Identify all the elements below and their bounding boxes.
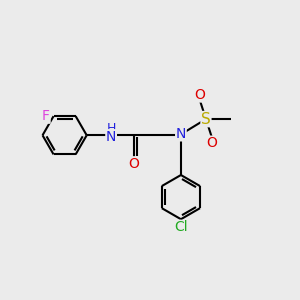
Text: N: N: [106, 130, 116, 144]
Text: Cl: Cl: [174, 220, 188, 234]
Text: S: S: [201, 112, 211, 127]
Text: O: O: [128, 157, 139, 171]
Text: O: O: [206, 136, 217, 150]
Text: H: H: [106, 122, 116, 135]
Text: N: N: [176, 127, 186, 141]
Text: F: F: [42, 109, 50, 123]
Text: O: O: [195, 88, 206, 102]
